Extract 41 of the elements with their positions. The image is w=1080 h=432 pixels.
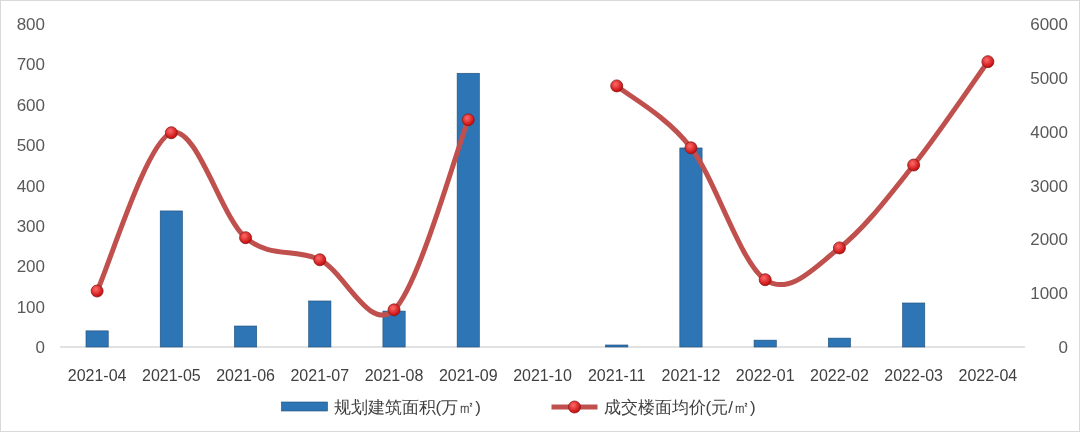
y-tick-label: 800 <box>16 15 45 34</box>
y-tick-label: 300 <box>16 216 45 236</box>
x-tick-label: 2021-08 <box>364 367 424 384</box>
bar <box>753 339 777 348</box>
y2-tick-label: 1000 <box>1030 284 1068 304</box>
y-tick-label: 400 <box>16 176 45 196</box>
y2-tick-label: 0 <box>1058 338 1068 357</box>
y2-tick-label: 3000 <box>1030 176 1068 196</box>
bar <box>679 147 703 348</box>
y-tick-label: 700 <box>16 55 45 75</box>
x-tick-label: 2021-09 <box>438 367 498 384</box>
x-tick-label: 2022-02 <box>810 367 869 384</box>
y-tick-label: 0 <box>35 338 45 357</box>
y2-tick-label: 2000 <box>1030 230 1068 250</box>
bar <box>159 210 183 348</box>
x-tick-label: 2022-01 <box>735 367 795 384</box>
y-tick-label: 600 <box>16 95 45 115</box>
legend-label: 规划建筑面积(万㎡) <box>333 398 481 417</box>
x-tick-label: 2021-10 <box>513 367 572 384</box>
y2-tick-label: 4000 <box>1030 122 1068 142</box>
x-tick-label: 2021-07 <box>290 367 350 384</box>
y-tick-label: 100 <box>16 297 45 317</box>
bar <box>456 72 480 348</box>
y2-tick-label: 5000 <box>1030 68 1068 88</box>
x-tick-label: 2021-04 <box>67 367 127 384</box>
bar <box>85 330 109 348</box>
y-tick-label: 200 <box>16 257 45 277</box>
bar <box>902 302 926 348</box>
bar <box>308 300 332 348</box>
x-tick-label: 2021-06 <box>216 367 276 384</box>
y2-tick-label: 6000 <box>1030 15 1068 34</box>
y-tick-label: 500 <box>16 136 45 156</box>
x-tick-label: 2022-04 <box>958 367 1018 384</box>
x-tick-label: 2021-11 <box>587 367 646 384</box>
bar <box>827 337 851 348</box>
bar <box>234 325 258 348</box>
legend-label: 成交楼面均价(元/㎡) <box>603 398 756 417</box>
bar <box>605 344 629 348</box>
x-tick-label: 2022-03 <box>884 367 944 384</box>
x-tick-label: 2021-12 <box>661 367 721 384</box>
x-tick-label: 2021-05 <box>141 367 201 384</box>
